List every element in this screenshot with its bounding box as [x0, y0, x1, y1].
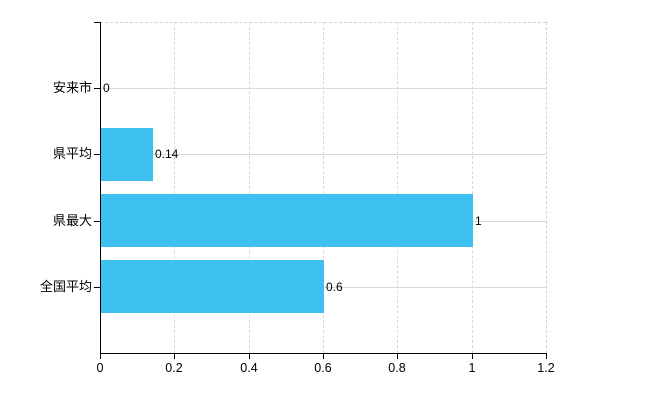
gridline-vertical	[323, 22, 324, 353]
value-label: 0	[103, 81, 110, 95]
value-label: 1	[475, 214, 482, 228]
x-tick-label: 0.2	[165, 361, 183, 375]
x-tick-mark	[249, 354, 250, 359]
gridline-vertical	[174, 22, 176, 353]
y-axis-line	[100, 22, 101, 354]
gridline-vertical	[397, 22, 399, 353]
y-tick-mark	[94, 154, 100, 155]
x-tick-mark	[472, 354, 473, 359]
bar-3	[101, 260, 324, 313]
category-label: 県平均	[52, 146, 92, 161]
value-label: 0.14	[155, 147, 179, 161]
y-tick-mark	[94, 88, 100, 89]
x-tick-mark	[323, 354, 324, 359]
x-tick-mark	[174, 354, 175, 359]
bar-1	[101, 128, 153, 181]
x-tick-label: 0.8	[388, 361, 406, 375]
value-label: 0.6	[326, 280, 343, 294]
category-label: 県最大	[52, 213, 92, 228]
category-label: 全国平均	[39, 279, 92, 294]
x-tick-label: 1.2	[537, 361, 555, 375]
plot-top-border	[100, 22, 546, 23]
gridline-vertical	[471, 22, 473, 353]
gridline-horizontal	[100, 154, 546, 155]
gridline-horizontal	[100, 88, 546, 89]
y-axis-end-tick	[94, 22, 100, 23]
x-axis-line	[100, 353, 547, 354]
x-tick-label: 0.6	[314, 361, 332, 375]
gridline-vertical	[248, 22, 250, 353]
x-tick-label: 1	[468, 361, 476, 375]
x-tick-mark	[397, 354, 398, 359]
bar-2	[101, 194, 473, 247]
plot-right-border	[546, 22, 547, 353]
y-tick-mark	[94, 287, 100, 288]
x-tick-label: 0	[96, 361, 104, 375]
x-tick-mark	[546, 354, 547, 359]
x-tick-label: 0.4	[240, 361, 258, 375]
y-tick-mark	[94, 221, 100, 222]
category-label: 安来市	[52, 80, 92, 95]
x-tick-mark	[100, 354, 101, 359]
